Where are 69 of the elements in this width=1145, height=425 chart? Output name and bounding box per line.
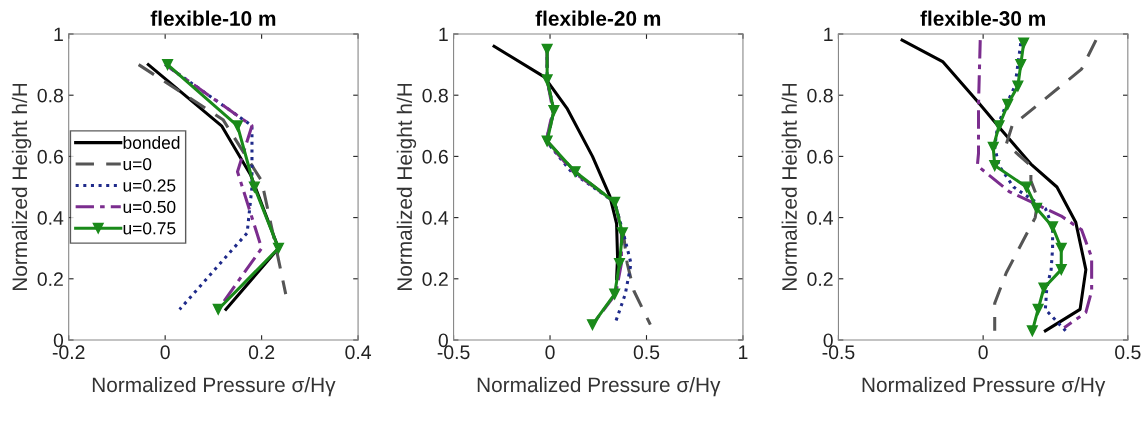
point bbox=[1038, 282, 1050, 294]
x-axis-title: Normalized Pressure σ/Hγ bbox=[92, 376, 336, 397]
x-tick-label: 0.2 bbox=[248, 345, 275, 360]
chart-title: flexible-10 m bbox=[150, 10, 276, 26]
y-tick-label: 0.6 bbox=[422, 149, 448, 164]
point bbox=[616, 227, 628, 239]
x-tick-label: 0 bbox=[978, 345, 988, 360]
point bbox=[1020, 181, 1033, 193]
point bbox=[1018, 37, 1030, 49]
x-axis-title: Normalized Pressure σ/Hγ bbox=[862, 376, 1106, 397]
legend-label: u=0.75 bbox=[123, 222, 176, 235]
y-tick-label: 0.8 bbox=[422, 88, 448, 103]
point bbox=[989, 160, 1001, 172]
y-tick-label: 1 bbox=[824, 27, 833, 42]
x-tick-label: 0 bbox=[160, 345, 170, 360]
legend-label: u=0.25 bbox=[123, 179, 176, 192]
y-axis-title: Normalized Height h/H bbox=[11, 83, 32, 291]
line-series bbox=[993, 38, 1098, 333]
x-tick-label: 0.5 bbox=[633, 345, 660, 360]
y-tick-label: 0.6 bbox=[807, 149, 833, 164]
point bbox=[569, 166, 581, 178]
point bbox=[212, 303, 224, 315]
chart-title: flexible-20 m bbox=[535, 10, 661, 26]
line-series bbox=[975, 38, 1094, 330]
y-axis-title: Normalized Height h/H bbox=[396, 83, 417, 291]
point bbox=[993, 120, 1005, 132]
point bbox=[987, 141, 999, 153]
point bbox=[541, 43, 553, 55]
y-axis-title: Normalized Height h/H bbox=[781, 83, 801, 291]
x-tick-label: 0.5 bbox=[1115, 345, 1141, 360]
x-axis-title: Normalized Pressure σ/Hγ bbox=[477, 376, 721, 397]
legend-label: bonded bbox=[123, 136, 180, 149]
point bbox=[609, 288, 621, 300]
point bbox=[1055, 264, 1067, 276]
point bbox=[548, 104, 560, 117]
point bbox=[272, 242, 285, 254]
point bbox=[248, 181, 260, 193]
point bbox=[541, 74, 553, 86]
y-tick-label: 0.2 bbox=[37, 272, 63, 287]
x-tick-label: 0.4 bbox=[345, 345, 372, 360]
point bbox=[1015, 59, 1027, 71]
y-tick-label: 0.4 bbox=[422, 211, 449, 225]
point bbox=[1055, 242, 1067, 254]
legend-label: u=0.50 bbox=[123, 200, 176, 214]
y-tick-label: 0.8 bbox=[37, 88, 63, 103]
y-tick-label: 1 bbox=[54, 27, 63, 42]
y-tick-label: 0.2 bbox=[422, 272, 448, 287]
x-tick-label: 1 bbox=[739, 345, 748, 359]
point bbox=[1032, 303, 1044, 315]
y-tick-label: 0.4 bbox=[37, 211, 64, 225]
point bbox=[1047, 221, 1059, 233]
point bbox=[541, 135, 553, 147]
y-tick-label: 0.4 bbox=[807, 211, 834, 225]
y-tick-label: 0.2 bbox=[807, 272, 833, 287]
point bbox=[162, 59, 174, 71]
line-series bbox=[900, 38, 1088, 333]
y-tick-label: 0.6 bbox=[37, 149, 63, 164]
point bbox=[1002, 98, 1014, 110]
chart-title: flexible-30 m bbox=[920, 10, 1045, 26]
point bbox=[609, 196, 621, 208]
point bbox=[1031, 202, 1043, 214]
y-tick-label: 1 bbox=[439, 27, 448, 42]
point bbox=[1012, 80, 1024, 92]
y-tick-label: 0.8 bbox=[807, 88, 833, 103]
point bbox=[1026, 325, 1038, 337]
point bbox=[586, 319, 599, 331]
legend-label: u=0 bbox=[123, 157, 152, 171]
x-tick-label: 0 bbox=[545, 345, 555, 360]
point bbox=[613, 257, 626, 270]
